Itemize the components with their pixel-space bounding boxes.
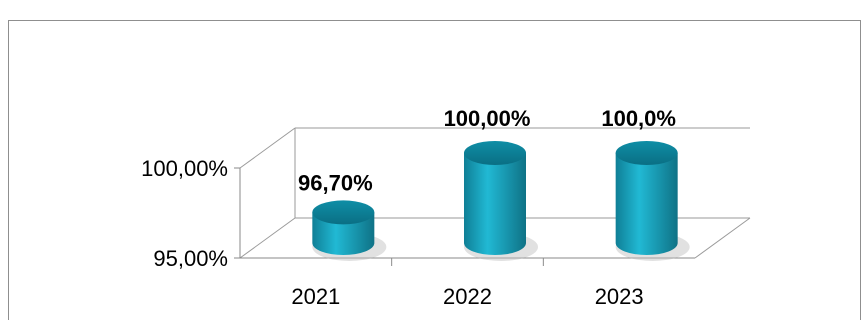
data-label: 100,0% [601,106,676,131]
bar-2023 [615,141,690,261]
gridline-side [239,217,296,259]
bar-body [312,212,375,255]
bar-top [464,141,526,165]
x-tick-label: 2023 [595,284,644,309]
chart-frame [8,20,861,320]
bar-top [615,141,678,165]
bar-body [464,153,526,255]
x-tick-label: 2021 [291,284,340,309]
gridline-side [239,127,296,169]
bar-top [312,200,375,225]
chart-bars [312,141,690,261]
x-tick-label: 2022 [443,284,492,309]
floor-edge [694,217,751,259]
y-tick-label: 100,00% [141,156,228,181]
chart-labels: 96,70% 100,00% 100,0% [298,106,676,195]
bar-2022 [464,141,538,261]
bar-body [615,153,678,255]
data-label: 96,70% [298,170,373,195]
chart-axes: 95,00% 100,00% 2021 2022 2023 [141,127,751,309]
data-label: 100,00% [444,106,531,131]
bar-2021 [312,200,387,261]
y-tick-label: 95,00% [153,246,228,271]
